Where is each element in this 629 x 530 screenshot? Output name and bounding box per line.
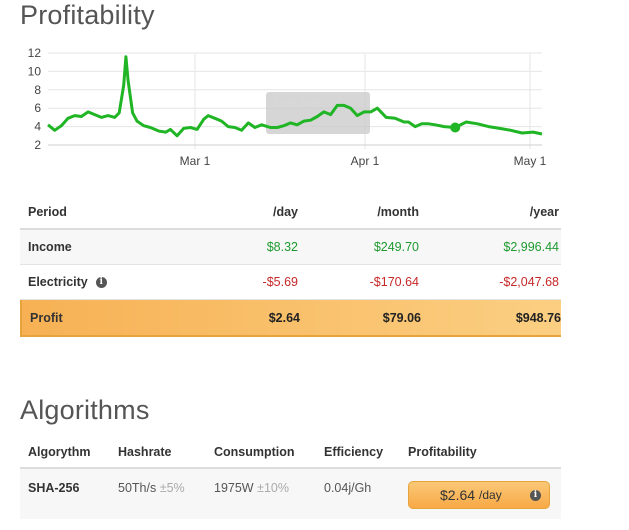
y-tick-label: 4 (34, 120, 41, 134)
x-tick-label: Apr 1 (351, 154, 380, 168)
income-row: Income $8.32 $249.70 $2,996.44 (20, 230, 561, 265)
profit-day: $2.64 (268, 310, 300, 325)
x-tick-label: Mar 1 (180, 154, 211, 168)
income-label: Income (28, 240, 72, 254)
hashrate-tolerance: ±5% (159, 481, 185, 495)
consumption-value: 1975W (214, 481, 254, 495)
income-day: $8.32 (266, 240, 298, 254)
electricity-month: -$170.64 (369, 275, 419, 289)
tooltip-text: Last 30d (274, 96, 320, 110)
y-tick-label: 10 (28, 64, 42, 78)
header-month: /month (377, 204, 419, 219)
consumption-cell: 1975W ±10% (214, 469, 324, 495)
electricity-cell: Electricity i (20, 275, 198, 289)
income-month: $249.70 (373, 240, 419, 254)
electricity-day: -$5.69 (262, 275, 298, 289)
header-year: /year (529, 204, 559, 219)
header-day: /day (272, 204, 298, 219)
hashrate-value: 50Th/s (118, 481, 157, 495)
profitability-title: Profitability (20, 0, 155, 30)
header-consumption: Consumption (214, 444, 295, 459)
income-year: $2,996.44 (503, 240, 559, 254)
x-tick-label: May 1 (514, 154, 547, 168)
profitability-badge[interactable]: $2.64 /day i (408, 481, 550, 509)
header-profitability: Profitability (408, 444, 477, 459)
info-icon[interactable]: i (530, 490, 541, 501)
header-hashrate: Hashrate (118, 444, 172, 459)
y-tick-label: 2 (34, 138, 41, 152)
profitability-line (47, 55, 543, 138)
y-axis: 2 4 6 8 10 12 (28, 46, 42, 152)
profit-month: $79.06 (382, 310, 421, 325)
profit-year: $948.76 (515, 310, 561, 325)
electricity-row: Electricity i -$5.69 -$170.64 -$2,047.68 (20, 265, 561, 300)
header-algorithm: Algorythm (28, 444, 91, 459)
consumption-tolerance: ±10% (257, 481, 289, 495)
electricity-label: Electricity (28, 275, 88, 289)
x-axis: Mar 1 Apr 1 May 1 (180, 154, 547, 168)
algorithms-title: Algorithms (20, 395, 150, 425)
y-tick-label: 6 (34, 101, 41, 115)
electricity-year: -$2,047.68 (499, 275, 559, 289)
header-efficiency: Efficiency (324, 444, 384, 459)
header-period: Period (28, 204, 67, 219)
profit-label: Profit (30, 310, 63, 325)
table-row: SHA-256 50Th/s ±5% 1975W ±10% 0.04j/Gh $… (20, 469, 561, 519)
table-header-row: Algorythm Hashrate Consumption Efficienc… (20, 436, 561, 469)
info-icon[interactable]: i (95, 276, 107, 288)
profitability-table: Period /day /month /year Income $8.32 $2… (20, 195, 561, 337)
profit-unit: /day (479, 488, 502, 502)
y-tick-label: 8 (34, 83, 41, 97)
table-header-row: Period /day /month /year (20, 195, 561, 230)
chart-hover-marker (450, 122, 461, 133)
algorithm-name: SHA-256 (28, 481, 80, 495)
profitability-chart[interactable]: 2 4 6 8 10 12 Mar 1 Apr 1 May 1 Last 30d (20, 45, 560, 170)
profit-value: $2.64 (440, 487, 476, 503)
algorithms-table: Algorythm Hashrate Consumption Efficienc… (20, 436, 561, 519)
efficiency-value: 0.04j/Gh (324, 481, 372, 495)
y-tick-label: 12 (28, 46, 42, 60)
profit-row: Profit $2.64 $79.06 $948.76 (20, 300, 561, 337)
profitability-cell: $2.64 /day i (408, 479, 558, 509)
hashrate-cell: 50Th/s ±5% (118, 469, 214, 495)
